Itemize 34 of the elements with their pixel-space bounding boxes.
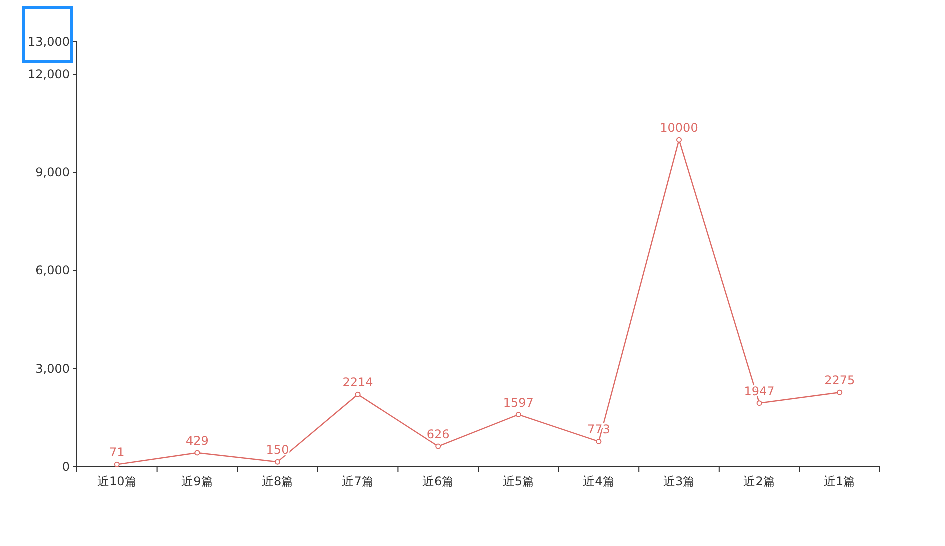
point [837,390,843,396]
data-label: 2214 [342,376,374,390]
data-label: 429 [186,434,209,448]
data-label: 150 [266,443,290,458]
point [355,392,361,398]
y-tick-label: 13,000 [28,34,70,49]
point [114,462,120,468]
y-tick-label: 6,000 [36,264,70,278]
data-label: 626 [426,428,450,442]
x-tick-label: 近1篇 [824,474,856,489]
x-tick-label: 近6篇 [422,474,454,489]
point [194,450,200,456]
x-tick-label: 近2篇 [744,474,776,489]
data-label: 71 [110,446,125,460]
point [676,137,682,143]
point [756,400,762,406]
x-tick-label: 近5篇 [502,474,534,489]
point [516,412,522,418]
data-label: 2275 [824,374,856,388]
point [274,459,281,465]
y-tick-label: 0 [62,460,70,474]
x-tick-label: 近4篇 [583,474,615,489]
point [596,438,602,444]
point [436,444,442,450]
y-tick-label: 12,000 [28,68,70,82]
x-tick-label: 近3篇 [663,474,696,489]
y-tick-label: 9,000 [36,166,70,180]
data-label: 10000 [660,121,698,136]
data-label: 1597 [503,396,534,410]
x-tick-label: 近10篇 [98,474,137,489]
x-tick-label: 近7篇 [342,474,374,489]
x-tick-label: 近8篇 [262,474,294,489]
x-tick-label: 近9篇 [182,474,214,489]
y-tick-label: 3,000 [36,362,70,376]
